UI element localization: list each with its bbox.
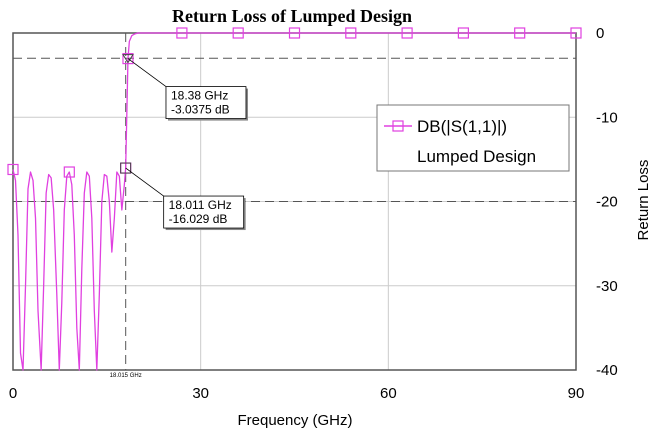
y-tick-label: -20 xyxy=(596,194,618,211)
legend-series-name: DB(|S(1,1)|) xyxy=(417,117,507,136)
series-point-marker xyxy=(232,27,244,39)
x-marker-label: 18.015 GHz xyxy=(110,373,142,379)
series-point-marker xyxy=(457,27,469,39)
marker-label-value: -16.029 dB xyxy=(169,212,228,226)
series-point-marker xyxy=(401,27,413,39)
marker-label-frequency: 18.011 GHz xyxy=(169,198,232,212)
x-tick-label: 0 xyxy=(9,385,17,402)
series-point-marker xyxy=(122,52,134,65)
x-tick-label: 90 xyxy=(568,385,585,402)
marker-label-box xyxy=(165,86,247,119)
marker-square xyxy=(120,162,132,174)
tick-labels: 0 30 60 90 0 -10 -20 -30 -40 xyxy=(9,25,618,402)
legend-series-subtitle: Lumped Design xyxy=(417,147,536,166)
series-point-marker xyxy=(176,27,188,39)
x-tick-label: 30 xyxy=(192,385,209,402)
y-tick-label: 0 xyxy=(596,25,604,42)
y-tick-label: -30 xyxy=(596,278,618,295)
y-tick-label: -40 xyxy=(596,362,618,379)
marker-leader-line xyxy=(125,167,164,197)
series-point-marker xyxy=(288,27,301,39)
series-line-s11 xyxy=(12,32,576,371)
series-point-marker xyxy=(7,163,19,176)
series-layer xyxy=(7,27,582,371)
legend-marker-swatch xyxy=(392,120,404,132)
x-tick-label: 60 xyxy=(380,385,397,402)
series-point-marker xyxy=(570,27,582,39)
series-point-marker xyxy=(345,27,357,39)
y-tick-label: -10 xyxy=(596,109,618,126)
y-axis-label: Return Loss xyxy=(635,160,652,241)
legend: DB(|S(1,1)|) Lumped Design xyxy=(376,104,570,172)
marker-label-box xyxy=(163,195,245,229)
marker-layer: 18.38 GHz-3.0375 dB 18.011 GHz-16.029 dB 1… xyxy=(110,54,248,379)
marker-leader-line xyxy=(127,58,167,87)
legend-box xyxy=(376,104,570,172)
series-point-marker xyxy=(514,27,526,39)
marker-triangle xyxy=(122,54,134,64)
marker-label-value: -3.0375 dB xyxy=(171,103,230,117)
x-axis-label: Frequency (GHz) xyxy=(237,412,352,429)
series-point-marker xyxy=(63,166,75,178)
chart-title: Return Loss of Lumped Design xyxy=(172,6,412,26)
marker-label-frequency: 18.38 GHz xyxy=(171,89,228,103)
reference-lines xyxy=(13,33,576,370)
